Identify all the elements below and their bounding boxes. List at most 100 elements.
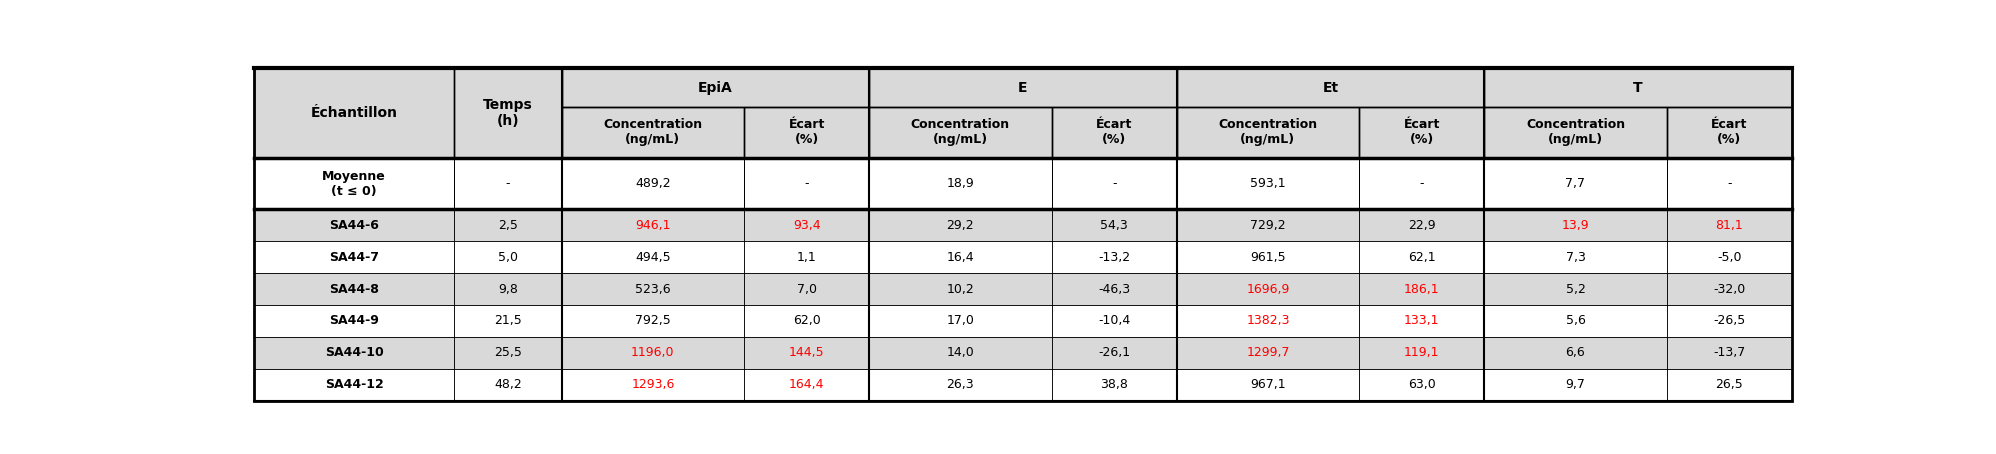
Text: Écart
(%): Écart (%) (788, 118, 824, 146)
Bar (1178, 242, 1359, 273)
Text: 133,1: 133,1 (1403, 315, 1439, 327)
Text: 17,0: 17,0 (946, 315, 974, 327)
Bar (745, 242, 868, 273)
Bar (1359, 107, 1485, 158)
Text: 54,3: 54,3 (1100, 219, 1128, 232)
Bar (561, 273, 745, 305)
Bar (1178, 242, 1359, 273)
Bar (561, 273, 745, 305)
Bar (453, 369, 561, 400)
Bar (561, 369, 745, 400)
Text: Écart
(%): Écart (%) (1096, 118, 1132, 146)
Bar (1667, 369, 1792, 400)
Bar (1667, 305, 1792, 337)
Text: -32,0: -32,0 (1713, 282, 1745, 296)
Bar (1178, 158, 1359, 209)
Bar (453, 337, 561, 369)
Bar (1359, 209, 1485, 242)
Text: -: - (1112, 177, 1116, 190)
Bar (453, 305, 561, 337)
Bar (868, 369, 1052, 400)
Bar (1485, 69, 1792, 107)
Bar (745, 369, 868, 400)
Text: -: - (1727, 177, 1731, 190)
Text: -: - (505, 177, 511, 190)
Bar (868, 305, 1052, 337)
Bar (1359, 242, 1485, 273)
Bar (1667, 107, 1792, 158)
Text: -: - (1419, 177, 1423, 190)
Text: 9,8: 9,8 (497, 282, 517, 296)
Bar (1359, 337, 1485, 369)
Bar (453, 369, 561, 400)
Bar (1178, 305, 1359, 337)
Bar (453, 273, 561, 305)
Text: 48,2: 48,2 (493, 378, 521, 391)
Bar (561, 305, 745, 337)
Bar (253, 158, 453, 209)
Bar (1359, 305, 1485, 337)
Bar (1485, 158, 1667, 209)
Bar (561, 242, 745, 273)
Bar (1359, 369, 1485, 400)
Bar (868, 158, 1052, 209)
Text: 7,7: 7,7 (1565, 177, 1585, 190)
Text: Et: Et (1323, 80, 1339, 94)
Bar (561, 158, 745, 209)
Bar (745, 158, 868, 209)
Bar (453, 209, 561, 242)
Bar (561, 158, 745, 209)
Text: 62,0: 62,0 (792, 315, 820, 327)
Bar (868, 107, 1052, 158)
Bar (1052, 305, 1178, 337)
Text: 21,5: 21,5 (493, 315, 521, 327)
Text: SA44-9: SA44-9 (329, 315, 379, 327)
Bar (1178, 209, 1359, 242)
Bar (1359, 209, 1485, 242)
Bar (453, 209, 561, 242)
Text: 961,5: 961,5 (1249, 251, 1285, 264)
Bar (1667, 273, 1792, 305)
Text: 523,6: 523,6 (635, 282, 671, 296)
Bar (1178, 369, 1359, 400)
Bar (745, 158, 868, 209)
Bar (1052, 369, 1178, 400)
Text: T: T (1633, 80, 1643, 94)
Text: 7,0: 7,0 (796, 282, 816, 296)
Text: -13,2: -13,2 (1098, 251, 1130, 264)
Text: 26,3: 26,3 (946, 378, 974, 391)
Bar (868, 69, 1178, 107)
Bar (745, 242, 868, 273)
Bar (868, 242, 1052, 273)
Bar (745, 273, 868, 305)
Bar (1485, 273, 1667, 305)
Bar (1359, 337, 1485, 369)
Text: 593,1: 593,1 (1249, 177, 1285, 190)
Bar (1178, 69, 1485, 107)
Bar (1667, 107, 1792, 158)
Bar (561, 337, 745, 369)
Text: 25,5: 25,5 (493, 346, 521, 359)
Text: 2,5: 2,5 (497, 219, 517, 232)
Text: 1293,6: 1293,6 (631, 378, 675, 391)
Bar (1667, 242, 1792, 273)
Bar (745, 369, 868, 400)
Bar (1052, 273, 1178, 305)
Bar (253, 305, 453, 337)
Bar (1052, 337, 1178, 369)
Text: 1,1: 1,1 (796, 251, 816, 264)
Bar (868, 158, 1052, 209)
Text: 7,3: 7,3 (1565, 251, 1585, 264)
Bar (561, 107, 745, 158)
Bar (745, 337, 868, 369)
Bar (1359, 107, 1485, 158)
Bar (868, 69, 1178, 107)
Bar (1667, 209, 1792, 242)
Bar (253, 273, 453, 305)
Bar (1052, 273, 1178, 305)
Bar (1667, 158, 1792, 209)
Bar (1052, 158, 1178, 209)
Text: 489,2: 489,2 (635, 177, 671, 190)
Text: -26,5: -26,5 (1713, 315, 1745, 327)
Text: Concentration
(ng/mL): Concentration (ng/mL) (1218, 118, 1317, 146)
